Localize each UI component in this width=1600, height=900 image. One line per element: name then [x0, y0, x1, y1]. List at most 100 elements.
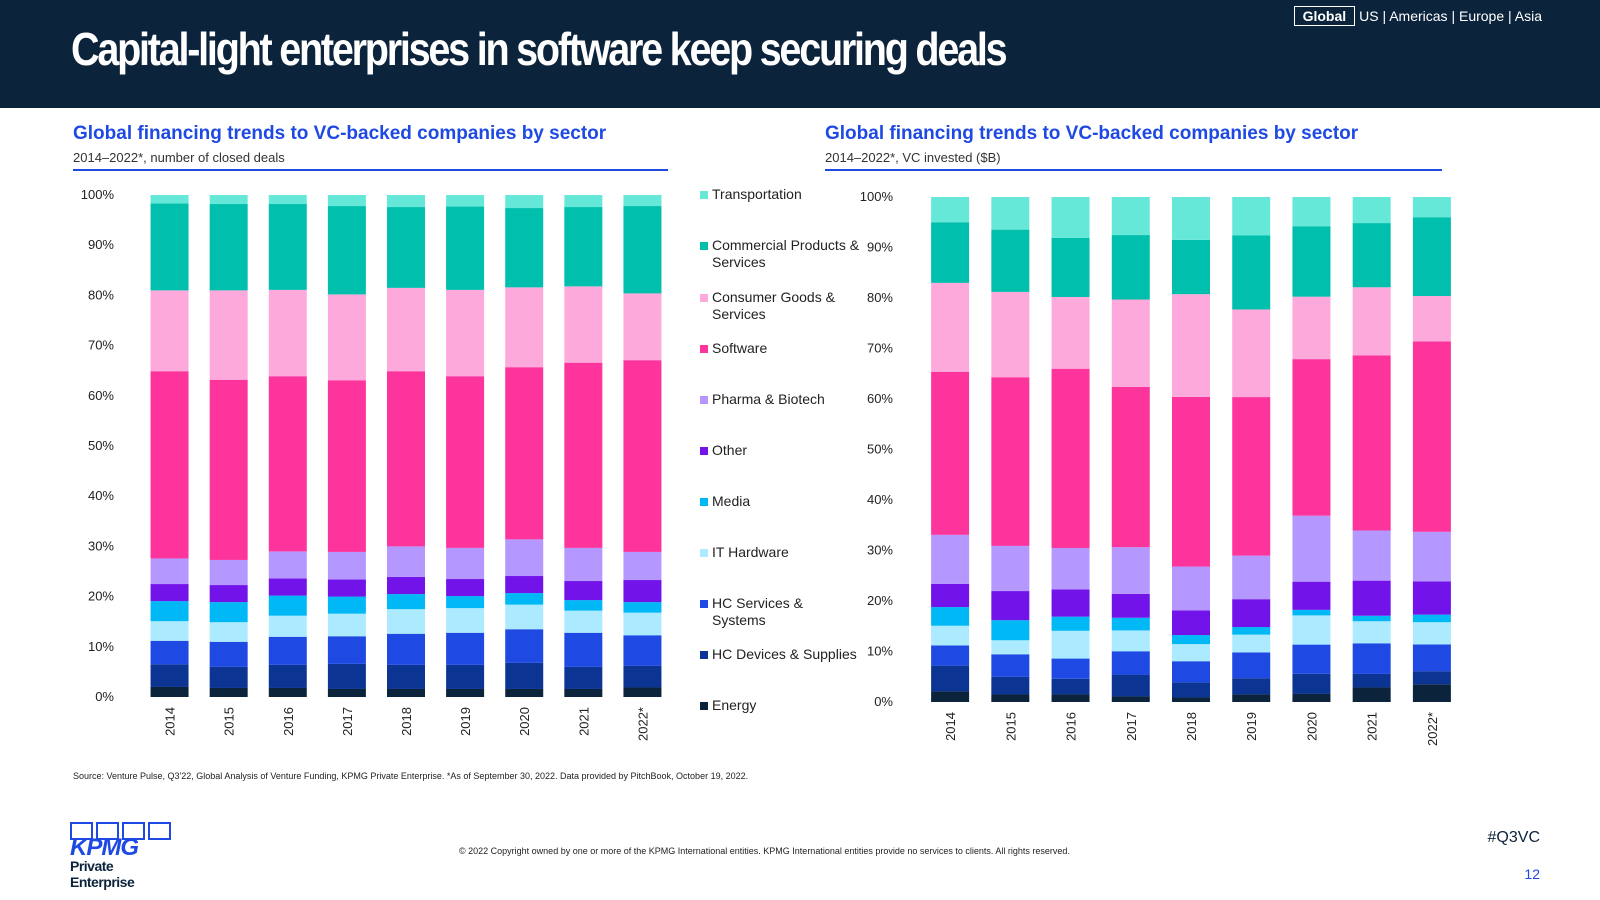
bar-segment [1352, 673, 1391, 688]
bar-segment [327, 636, 366, 664]
bar-segment [1111, 674, 1150, 697]
bar-segment [1051, 694, 1090, 702]
bar-segment [209, 641, 248, 667]
bar-segment [1352, 287, 1391, 356]
bar-segment [1352, 643, 1391, 674]
chart-rule-left [73, 169, 668, 171]
y-tick-label: 10% [867, 644, 893, 659]
bar-segment [1292, 693, 1331, 702]
bar-segment [991, 545, 1030, 592]
bar-segment [505, 662, 544, 689]
y-tick-label: 60% [88, 388, 114, 403]
logo-wordmark: KPMG [70, 834, 139, 861]
legend-label: IT Hardware [712, 544, 789, 560]
y-tick-label: 30% [88, 538, 114, 553]
bar-segment [209, 559, 248, 586]
bar-segment [150, 601, 189, 622]
bar-segment [564, 666, 603, 689]
y-tick-label: 90% [88, 237, 114, 252]
x-tick-label: 2015 [1003, 712, 1018, 741]
y-tick-label: 50% [867, 442, 893, 457]
y-tick-label: 30% [867, 543, 893, 558]
bar-segment [1232, 694, 1271, 702]
region-tabs-other[interactable]: US | Americas | Europe | Asia [1359, 8, 1542, 24]
bar-segment [1292, 673, 1331, 694]
bar-segment [991, 377, 1030, 546]
bar-segment [209, 585, 248, 603]
bar-segment [327, 613, 366, 637]
bar-segment [1051, 589, 1090, 617]
bar-segment [1352, 530, 1391, 581]
bar-segment [623, 195, 662, 207]
bar-segment [1172, 294, 1210, 397]
bar-segment [623, 612, 662, 636]
bar-segment [209, 379, 248, 560]
x-tick-label: 2016 [281, 707, 296, 736]
legend-swatch [700, 549, 708, 557]
legend-item: Other [700, 442, 860, 459]
bar-segment [1172, 661, 1210, 683]
bar-segment [623, 293, 662, 361]
legend-swatch [700, 345, 708, 353]
bar-segment [931, 607, 970, 626]
bar-segment [1172, 697, 1210, 702]
x-tick-label: 2022* [1425, 712, 1440, 746]
legend-swatch [700, 294, 708, 302]
bar-segment [327, 206, 366, 295]
bar-segment [1292, 644, 1331, 674]
bar-segment [991, 197, 1030, 230]
bar-segment [387, 287, 425, 372]
bar-segment [1051, 678, 1090, 695]
bar-segment [150, 371, 189, 559]
y-tick-label: 80% [867, 290, 893, 305]
legend-swatch [700, 396, 708, 404]
bar-segment [446, 579, 485, 597]
bar-segment [1172, 610, 1210, 636]
bar-segment [1172, 396, 1210, 567]
bar-segment [623, 602, 662, 613]
y-tick-label: 0% [874, 694, 893, 709]
bar-segment [623, 687, 662, 697]
x-tick-label: 2022* [635, 707, 650, 741]
bar-segment [268, 551, 307, 579]
legend-item: HC Devices & Supplies [700, 646, 860, 663]
bar-segment [268, 195, 307, 205]
page-number: 12 [1524, 866, 1540, 882]
legend-item: Consumer Goods & Services [700, 289, 860, 323]
bar-segment [564, 632, 603, 667]
legend-item: IT Hardware [700, 544, 860, 561]
bar-segment [446, 289, 485, 377]
bar-segment [387, 688, 425, 697]
bar-segment [505, 576, 544, 594]
bar-segment [991, 676, 1030, 695]
bar-segment [1051, 658, 1090, 679]
bar-segment [505, 367, 544, 540]
copyright-note: © 2022 Copyright owned by one or more of… [459, 846, 1070, 856]
bar-segment [446, 195, 485, 207]
bar-segment [387, 371, 425, 547]
bar-segment [505, 208, 544, 288]
bar-segment [150, 640, 189, 665]
bar-segment [268, 664, 307, 688]
bar-segment [623, 580, 662, 603]
bar-segment [991, 591, 1030, 621]
bar-segment [1352, 355, 1391, 531]
bar-segment [387, 577, 425, 595]
region-tab-global[interactable]: Global [1293, 6, 1356, 26]
bar-segment [1412, 217, 1451, 296]
bar-segment [1412, 531, 1451, 582]
bar-segment [387, 546, 425, 578]
bar-segment [564, 600, 603, 611]
bar-segment [387, 664, 425, 689]
bar-segment [1232, 634, 1271, 653]
bar-segment [991, 291, 1030, 378]
hashtag: #Q3VC [1487, 829, 1540, 846]
bar-segment [1232, 197, 1271, 236]
bar-segment [1051, 616, 1090, 631]
bar-segment [1412, 644, 1451, 672]
bar-segment [1292, 581, 1331, 610]
bar-segment [268, 595, 307, 616]
x-tick-label: 2020 [1304, 712, 1319, 741]
x-tick-label: 2017 [1124, 712, 1139, 741]
bar-segment [209, 204, 248, 291]
